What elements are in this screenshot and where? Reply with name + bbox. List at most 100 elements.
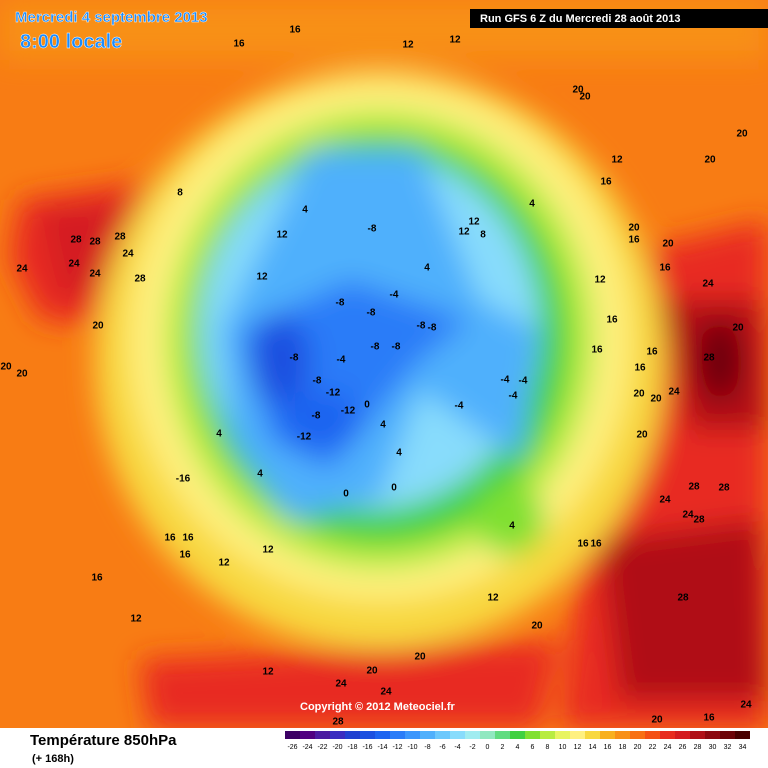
contour-label: 12 <box>130 614 142 625</box>
scale-swatch <box>630 731 645 739</box>
scale-tick-label: 12 <box>574 744 582 751</box>
contour-label: 20 <box>414 652 426 663</box>
contour-label: 12 <box>262 667 274 678</box>
scale-tick-label: 28 <box>694 744 702 751</box>
scale-tick-label: -20 <box>332 744 342 751</box>
contour-label: -8 <box>313 376 322 387</box>
footer-title: Température 850hPa <box>30 732 177 749</box>
contour-label: 16 <box>606 315 618 326</box>
contour-label: -4 <box>455 401 464 412</box>
scale-swatch <box>585 731 600 739</box>
contour-label: 16 <box>577 539 589 550</box>
contour-label: 12 <box>402 40 414 51</box>
contour-label: -12 <box>297 432 312 443</box>
scale-swatch <box>330 731 345 739</box>
scale-tick-label: -16 <box>362 744 372 751</box>
scale-swatch <box>720 731 735 739</box>
contour-label: 0 <box>343 489 349 500</box>
time: 8:00 locale <box>20 31 122 53</box>
scale-swatch <box>570 731 585 739</box>
scale-tick-label: 10 <box>559 744 567 751</box>
contour-label: 20 <box>633 389 645 400</box>
contour-label: 20 <box>572 85 584 96</box>
contour-label: 16 <box>646 347 658 358</box>
contour-label: 20 <box>16 369 28 380</box>
contour-label: -12 <box>341 406 356 417</box>
contour-label: -4 <box>519 376 528 387</box>
scale-swatch <box>405 731 420 739</box>
scale-swatch <box>690 731 705 739</box>
contour-label: 12 <box>218 558 230 569</box>
contour-label: 20 <box>92 321 104 332</box>
contour-label: 28 <box>703 353 715 364</box>
contour-label: 4 <box>509 521 515 532</box>
contour-label: 4 <box>396 448 402 459</box>
contour-label: 28 <box>693 515 705 526</box>
run-box <box>470 9 768 28</box>
scale-tick-label: 32 <box>724 744 732 751</box>
contour-label: -8 <box>367 308 376 319</box>
contour-label: 20 <box>636 430 648 441</box>
contour-label: 12 <box>276 230 288 241</box>
contour-label: 12 <box>487 593 499 604</box>
date: Mercredi 4 septembre 2013 <box>15 9 208 26</box>
run: Run GFS 6 Z du Mercredi 28 août 2013 <box>480 13 681 25</box>
contour-label: 20 <box>531 621 543 632</box>
scale-tick-label: 24 <box>664 744 672 751</box>
contour-label: -8 <box>392 342 401 353</box>
scale-swatch <box>510 731 525 739</box>
contour-label: -4 <box>501 375 510 386</box>
contour-label: 16 <box>703 713 715 724</box>
contour-label: 28 <box>114 232 126 243</box>
contour-label: 28 <box>688 482 700 493</box>
contour-label: 16 <box>233 39 245 50</box>
scale-tick-label: -12 <box>392 744 402 751</box>
contour-label: 4 <box>424 263 430 274</box>
scale-tick-label: -2 <box>469 744 475 751</box>
scale-tick-label: 0 <box>486 744 490 751</box>
scale-tick-label: 2 <box>501 744 505 751</box>
contour-label: 12 <box>256 272 268 283</box>
contour-label: -12 <box>326 388 341 399</box>
scale-tick-label: -4 <box>454 744 460 751</box>
copyright: Copyright © 2012 Meteociel.fr <box>300 701 456 713</box>
scale-tick-label: 6 <box>531 744 535 751</box>
scale-swatch <box>375 731 390 739</box>
contour-label: 20 <box>651 715 663 726</box>
scale-swatch <box>480 731 495 739</box>
scale-tick-label: 22 <box>649 744 657 751</box>
contour-label: 24 <box>68 259 80 270</box>
scale-swatch <box>465 731 480 739</box>
contour-label: 20 <box>662 239 674 250</box>
contour-label: 24 <box>380 687 392 698</box>
scale-tick-label: 4 <box>516 744 520 751</box>
contour-label: 4 <box>216 429 222 440</box>
scale-swatch <box>360 731 375 739</box>
scale-tick-label: -24 <box>302 744 312 751</box>
scale-swatch <box>735 731 750 739</box>
scale-swatch <box>615 731 630 739</box>
contour-label: 20 <box>650 394 662 405</box>
contour-label: 16 <box>91 573 103 584</box>
scale-swatch <box>300 731 315 739</box>
contour-label: 24 <box>16 264 28 275</box>
contour-label: 8 <box>480 230 486 241</box>
contour-label: 16 <box>600 177 612 188</box>
contour-label: 4 <box>529 199 535 210</box>
scale-tick-label: 16 <box>604 744 612 751</box>
contour-label: 20 <box>736 129 748 140</box>
contour-label: 0 <box>391 483 397 494</box>
contour-label: -8 <box>371 342 380 353</box>
contour-label: 28 <box>70 235 82 246</box>
scale-swatch <box>705 731 720 739</box>
scale-swatch <box>645 731 660 739</box>
contour-label: 12 <box>458 227 470 238</box>
scale-tick-label: 18 <box>619 744 627 751</box>
contour-label: 8 <box>177 188 183 199</box>
contour-label: 28 <box>134 274 146 285</box>
contour-label: 28 <box>718 483 730 494</box>
scale-tick-label: 20 <box>634 744 642 751</box>
contour-label: 20 <box>628 223 640 234</box>
scale-swatch <box>315 731 330 739</box>
